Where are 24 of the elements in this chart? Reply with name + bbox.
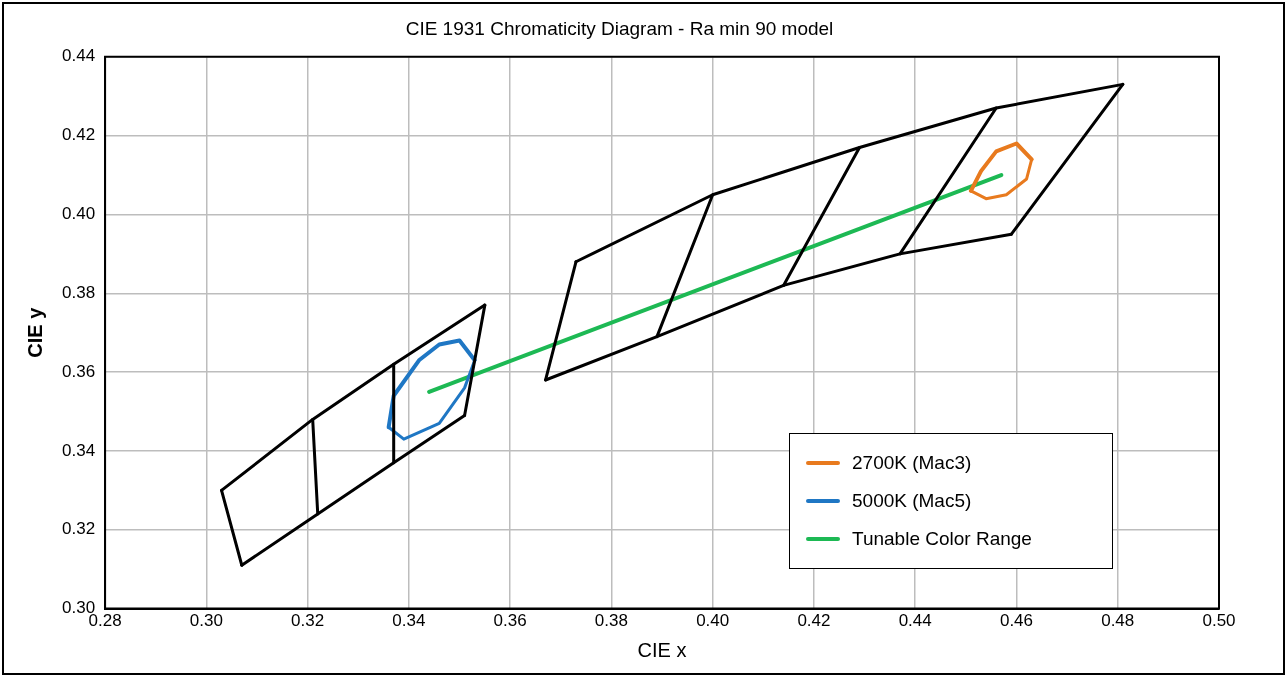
y-tick-label: 0.38 [61,282,96,302]
legend-label: 5000K (Mac5) [852,489,972,512]
legend-label: 2700K (Mac3) [852,451,972,474]
x-tick-label: 0.36 [493,611,527,631]
x-tick-label: 0.38 [594,611,628,631]
y-tick-label: 0.34 [61,440,96,460]
x-tick-label: 0.40 [696,611,730,631]
x-tick-label: 0.48 [1101,611,1135,631]
x-tick-label: 0.34 [392,611,426,631]
x-tick-label: 0.44 [898,611,932,631]
y-tick-label: 0.32 [61,519,96,539]
x-tick-label: 0.30 [189,611,223,631]
y-tick-label: 0.40 [61,204,96,224]
y-tick-label: 0.36 [61,361,96,381]
x-tick-label: 0.42 [797,611,831,631]
legend-label: Tunable Color Range [852,527,1032,550]
x-tick-label: 0.50 [1202,611,1236,631]
x-tick-label: 0.46 [999,611,1034,631]
x-tick-label: 0.32 [291,611,325,631]
y-tick-label: 0.42 [61,125,96,145]
chart-title: CIE 1931 Chromaticity Diagram - Ra min 90 model [405,17,834,39]
x-axis-title: CIE x [637,638,687,661]
y-tick-label: 0.44 [61,46,96,66]
y-axis-title: CIE y [23,306,46,358]
